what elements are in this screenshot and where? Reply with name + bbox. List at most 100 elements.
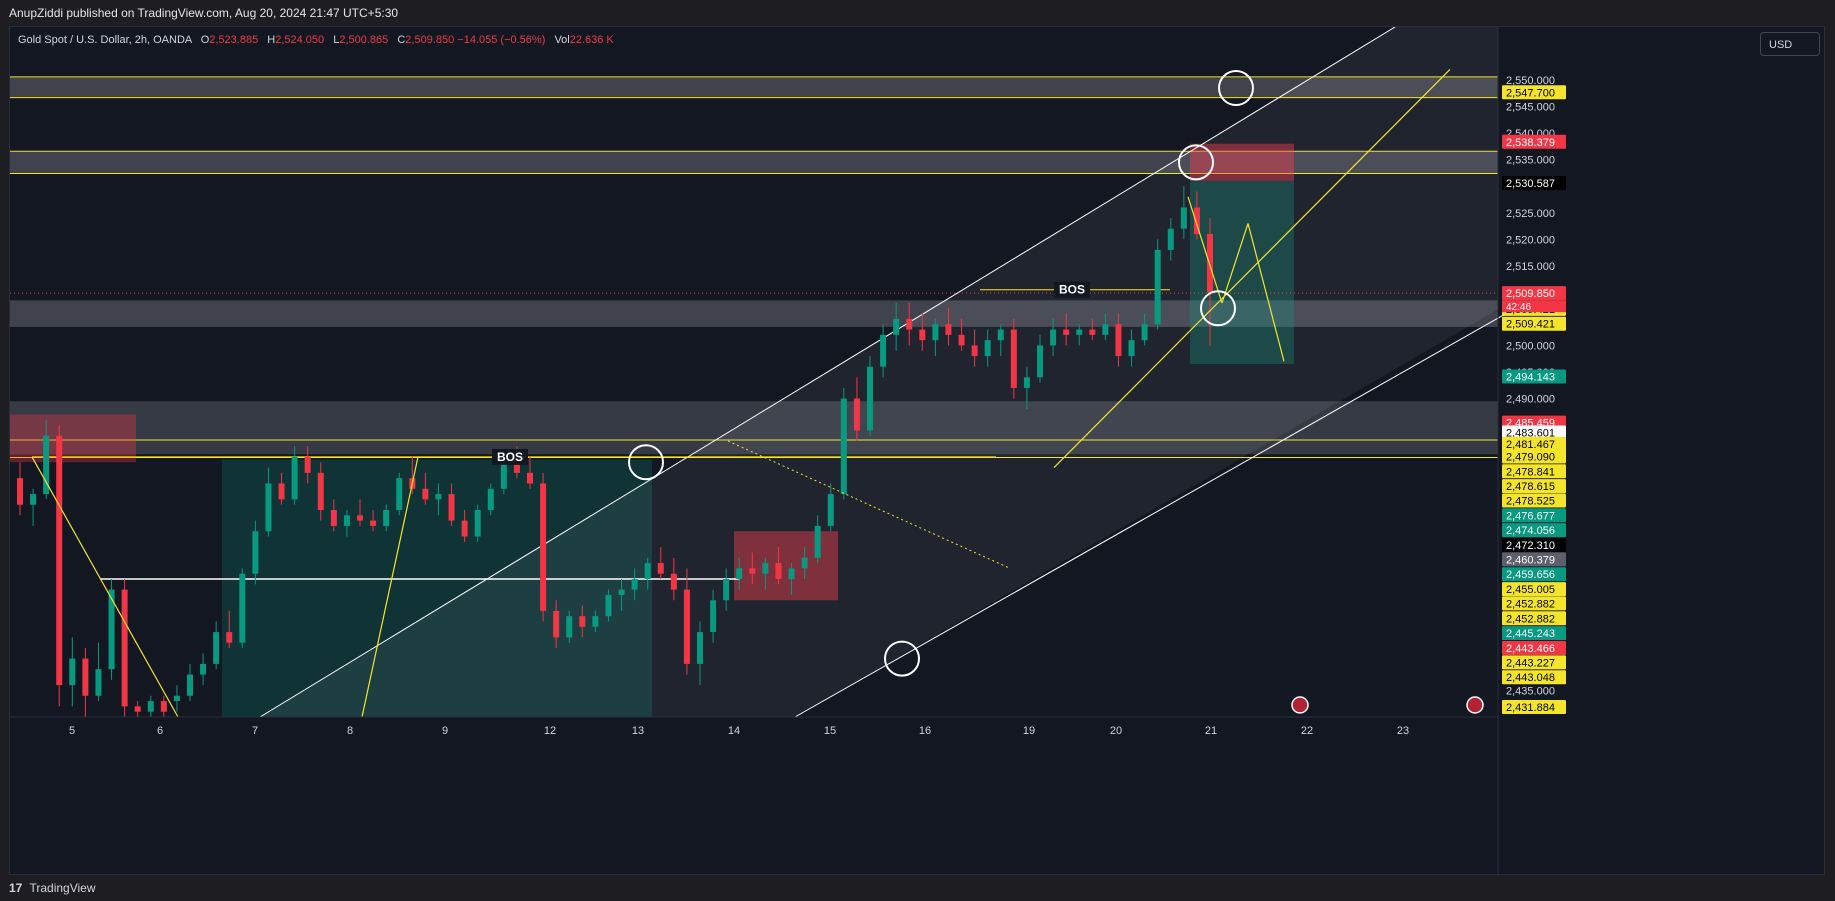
candle-body xyxy=(932,324,939,341)
bos-label-bg xyxy=(1054,281,1090,298)
price-tick-label: 2,515.000 xyxy=(1506,261,1555,273)
candle-body xyxy=(618,589,625,595)
close-value: 2,509.850 xyxy=(405,34,455,46)
price-label-text: 2,476.677 xyxy=(1506,510,1555,522)
candle-body xyxy=(474,510,481,537)
time-axis: 5 6 7 8 9 12 13 14 15 16 19 20 21 22 23 xyxy=(10,696,1498,737)
candle-body xyxy=(278,483,285,500)
countdown-tag xyxy=(1502,300,1566,313)
high-value: 2,524.050 xyxy=(275,34,325,46)
candle-body xyxy=(788,568,795,579)
candle-body xyxy=(1037,345,1043,378)
time-tick-label: 9 xyxy=(442,725,448,737)
candle-body xyxy=(736,568,743,579)
open-label: O xyxy=(200,34,210,46)
price-label-text: 2,452.882 xyxy=(1506,613,1555,625)
candle-body xyxy=(579,616,586,627)
price-label-text: 2,547.700 xyxy=(1506,87,1555,99)
price-label-text: 2,443.227 xyxy=(1506,657,1555,669)
candle-body xyxy=(840,398,847,495)
price-label-text: 2,538.379 xyxy=(1506,137,1555,149)
time-tick-label: 5 xyxy=(69,725,75,737)
time-tick-label: 15 xyxy=(824,725,836,737)
time-tick-label: 16 xyxy=(919,725,931,737)
candle-body xyxy=(527,472,533,484)
candle-body xyxy=(1023,377,1030,388)
candle-body xyxy=(343,515,350,526)
price-label-tag xyxy=(1502,493,1566,508)
candle-body xyxy=(252,531,259,574)
price-label-text: 2,460.379 xyxy=(1506,554,1555,566)
candle-body xyxy=(487,488,494,510)
projection-arrow xyxy=(31,456,179,718)
chart-frame[interactable]: BOSBOS2,435.0002,490.0002,495.0002,500.0… xyxy=(9,26,1826,876)
price-label-text: 2,474.056 xyxy=(1506,525,1555,537)
price-label-tag xyxy=(1502,700,1566,715)
open-value: 2,523.885 xyxy=(209,34,259,46)
candle-body xyxy=(853,398,860,431)
candle-body xyxy=(1141,324,1148,341)
time-tick-label: 23 xyxy=(1397,725,1409,737)
candle-body xyxy=(448,494,455,521)
candle-body xyxy=(906,318,913,330)
candle-body xyxy=(1050,329,1057,346)
candle-body xyxy=(422,488,429,500)
projection-arrow xyxy=(1187,196,1223,304)
candle-body xyxy=(43,435,50,495)
price-label-tag xyxy=(1502,134,1566,149)
projection-arrow xyxy=(1247,223,1285,362)
brand-name: TradingView xyxy=(29,881,96,895)
candle-body xyxy=(697,632,703,664)
price-label-tag xyxy=(1502,582,1566,597)
candle-body xyxy=(239,573,246,643)
price-label-tag xyxy=(1502,449,1566,464)
price-label-text: 2,455.005 xyxy=(1506,584,1555,596)
price-label-text: 2,494.143 xyxy=(1506,372,1555,384)
candle-body xyxy=(265,483,272,532)
price-label-tag xyxy=(1502,85,1566,100)
price-label-tag xyxy=(1502,611,1566,626)
high-label: H xyxy=(267,34,276,46)
candle-body xyxy=(357,515,363,521)
price-label-text: 2,481.467 xyxy=(1506,439,1555,451)
candle-body xyxy=(121,589,128,707)
price-label-text: 2,452.882 xyxy=(1506,598,1555,610)
candle-body xyxy=(30,494,37,505)
candle-body xyxy=(396,478,403,510)
price-tick-label: 2,500.000 xyxy=(1506,340,1555,352)
price-label-text: 2,478.615 xyxy=(1506,481,1555,493)
candle-body xyxy=(1063,329,1070,335)
candle-body xyxy=(631,579,638,590)
time-tick-label: 19 xyxy=(1023,725,1035,737)
candle-body xyxy=(513,462,520,473)
price-zone xyxy=(10,77,1498,98)
candle-body xyxy=(683,589,690,664)
time-tick-label: 8 xyxy=(347,725,353,737)
candle-body xyxy=(500,462,507,489)
projection-arrow xyxy=(361,456,419,718)
candle-body xyxy=(880,334,887,367)
time-tick-label: 22 xyxy=(1301,725,1313,737)
channel-line xyxy=(259,27,1396,718)
time-tick-label: 20 xyxy=(1110,725,1122,737)
candle-body xyxy=(644,563,651,579)
price-chart-svg[interactable]: BOSBOS2,435.0002,490.0002,495.0002,500.0… xyxy=(10,27,1826,876)
candle-body xyxy=(82,658,89,696)
price-label-text: 2,530.587 xyxy=(1506,178,1555,190)
price-tick-label: 2,550.000 xyxy=(1506,75,1555,87)
price-label-tag xyxy=(1502,286,1566,301)
price-label-tag xyxy=(1502,176,1566,191)
highlight-circle xyxy=(1178,144,1214,181)
volume-label: Vol xyxy=(554,34,570,46)
price-label-tag xyxy=(1502,626,1566,641)
currency-selector-button[interactable]: USD xyxy=(1760,32,1820,56)
candle-body xyxy=(1010,329,1017,388)
candle-body xyxy=(134,706,141,712)
low-value: 2,500.865 xyxy=(339,34,389,46)
highlight-circle xyxy=(884,640,920,677)
candle-body xyxy=(1167,228,1174,250)
projection-arrow xyxy=(1221,223,1249,304)
volume-value: 22.636 K xyxy=(569,34,614,46)
candle-body xyxy=(317,472,324,510)
candle-body xyxy=(566,616,573,638)
